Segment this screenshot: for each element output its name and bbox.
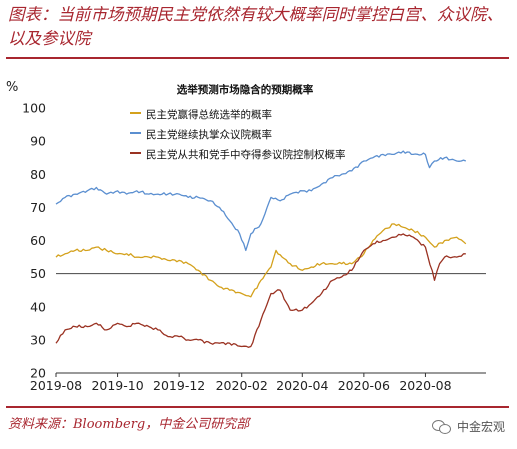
y-tick-label: 70 <box>30 200 46 215</box>
title-divider <box>6 57 509 59</box>
watermark-text: 中金宏观 <box>456 420 505 434</box>
y-tick-label: 20 <box>30 366 46 381</box>
x-tick-label: 2019-10 <box>91 378 143 393</box>
y-tick-label: 50 <box>30 266 46 281</box>
chart-series <box>55 150 486 348</box>
legend-label: 民主党从共和党手中夺得参议院控制权概率 <box>146 148 346 161</box>
y-tick-label: 30 <box>30 332 46 347</box>
x-tick-label: 2020-02 <box>216 378 268 393</box>
x-tick-label: 2020-04 <box>276 378 328 393</box>
series-line <box>55 233 466 348</box>
legend-label: 民主党继续执掌众议院概率 <box>146 128 272 141</box>
legend-label: 民主党赢得总统选举的概率 <box>146 108 272 121</box>
y-tick-label: 100 <box>22 101 46 116</box>
x-tick-label: 2019-12 <box>153 378 205 393</box>
y-tick-label: 60 <box>30 233 46 248</box>
figure-title: 图表：当前市场预期民主党依然有较大概率同时掌控白宫、众议院、以及参议院 <box>8 5 503 48</box>
source-divider <box>6 406 509 408</box>
y-tick-label: 40 <box>30 299 46 314</box>
y-tick-label: 90 <box>30 134 46 149</box>
line-chart: 选举预测市场隐含的预期概率 20 30 40 50 60 70 80 90 100 2019-08… <box>22 83 486 393</box>
chart-legend: 民主党赢得总统选举的概率民主党继续执掌众议院概率民主党从共和党手中夺得参议院控制… <box>130 108 346 161</box>
watermark: 中金宏观 <box>431 418 505 435</box>
chart-title: 选举预测市场隐含的预期概率 <box>177 83 314 96</box>
series-line <box>55 150 467 252</box>
x-tick-label: 2019-08 <box>30 378 82 393</box>
source-note: 资料来源：Bloomberg，中金公司研究部 <box>8 417 250 432</box>
y-axis-unit: % <box>6 80 19 95</box>
chart-axes: 20 30 40 50 60 70 80 90 100 2019-08 2019-10 2019-12… <box>22 101 486 393</box>
y-tick-label: 80 <box>30 167 46 182</box>
x-tick-label: 2020-08 <box>399 378 451 393</box>
wechat-icon <box>431 419 452 434</box>
x-tick-label: 2020-06 <box>338 378 390 393</box>
